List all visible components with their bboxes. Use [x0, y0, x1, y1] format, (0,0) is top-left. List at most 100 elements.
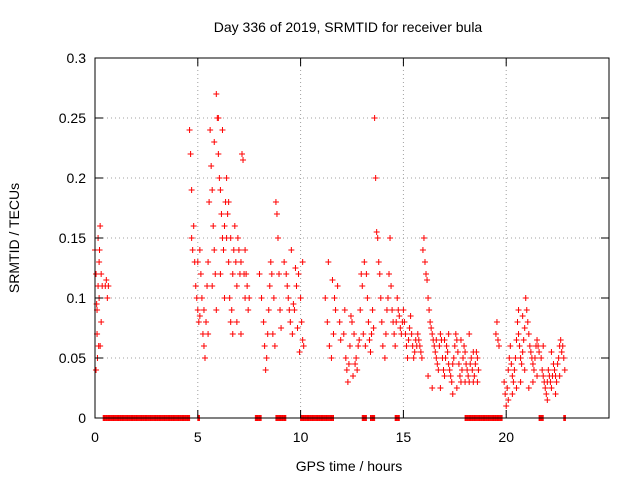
- data-point: [296, 349, 303, 355]
- data-point: [336, 319, 343, 325]
- data-point: [270, 295, 277, 301]
- data-point: [434, 361, 441, 367]
- data-point: [97, 223, 104, 229]
- data-point: [217, 271, 224, 277]
- data-point: [504, 385, 511, 391]
- data-point: [391, 331, 398, 337]
- data-point: [427, 319, 434, 325]
- data-point: [436, 343, 443, 349]
- data-point: [379, 343, 386, 349]
- data-point: [401, 319, 408, 325]
- data-point: [298, 319, 305, 325]
- data-point: [281, 259, 288, 265]
- data-point: [264, 331, 271, 337]
- data-point: [524, 319, 531, 325]
- data-point: [373, 229, 380, 235]
- data-point: [558, 349, 565, 355]
- data-point: [449, 391, 456, 397]
- data-point: [548, 385, 555, 391]
- data-point: [440, 367, 447, 373]
- data-point: [461, 343, 468, 349]
- data-point: [494, 337, 501, 343]
- y-tick-label: 0.2: [67, 170, 87, 186]
- data-point: [194, 307, 201, 313]
- data-point: [260, 319, 267, 325]
- data-point: [219, 127, 226, 133]
- data-point: [382, 331, 389, 337]
- data-point: [263, 355, 270, 361]
- data-point: [429, 385, 436, 391]
- data-point: [515, 307, 522, 313]
- data-point: [555, 355, 562, 361]
- data-point: [345, 361, 352, 367]
- data-point: [324, 319, 331, 325]
- data-point: [325, 259, 332, 265]
- data-point: [520, 337, 527, 343]
- y-tick-label: 0.25: [59, 110, 86, 126]
- data-point: [343, 367, 350, 373]
- data-point: [205, 331, 212, 337]
- data-point: [551, 367, 558, 373]
- data-point: [386, 271, 393, 277]
- data-point: [444, 349, 451, 355]
- data-point: [560, 355, 567, 361]
- data-point: [513, 337, 520, 343]
- data-point: [228, 307, 235, 313]
- data-point: [460, 355, 467, 361]
- data-point: [104, 295, 111, 301]
- data-point: [513, 385, 520, 391]
- data-point: [503, 403, 510, 409]
- data-point: [293, 283, 300, 289]
- data-point: [200, 343, 207, 349]
- data-point: [540, 343, 547, 349]
- data-point: [192, 283, 199, 289]
- data-point: [419, 247, 426, 253]
- data-point: [452, 331, 459, 337]
- data-point: [414, 331, 421, 337]
- data-point: [332, 307, 339, 313]
- data-point: [203, 319, 210, 325]
- data-point: [400, 307, 407, 313]
- data-point: [246, 295, 253, 301]
- x-tick-label: 0: [91, 429, 99, 445]
- data-point: [363, 271, 370, 277]
- data-point: [375, 259, 382, 265]
- data-point: [383, 307, 390, 313]
- data-point: [403, 343, 410, 349]
- data-point: [470, 349, 477, 355]
- data-point: [284, 283, 291, 289]
- data-point: [469, 367, 476, 373]
- data-point: [437, 331, 444, 337]
- data-point: [417, 349, 424, 355]
- data-point: [354, 367, 361, 373]
- data-point: [388, 283, 395, 289]
- data-point: [378, 319, 385, 325]
- data-point: [351, 331, 358, 337]
- data-point: [372, 175, 379, 181]
- data-point: [360, 331, 367, 337]
- data-point: [240, 157, 247, 163]
- data-point: [522, 295, 529, 301]
- data-point: [278, 325, 285, 331]
- data-point: [429, 331, 436, 337]
- data-point: [243, 271, 250, 277]
- data-point: [534, 337, 541, 343]
- data-point: [542, 385, 549, 391]
- data-point: [454, 349, 461, 355]
- data-point: [209, 283, 216, 289]
- data-point: [428, 325, 435, 331]
- data-point: [361, 259, 368, 265]
- data-point: [441, 337, 448, 343]
- data-point: [195, 319, 202, 325]
- data-point: [418, 355, 425, 361]
- data-point: [98, 271, 105, 277]
- data-point: [221, 223, 228, 229]
- data-point: [210, 223, 217, 229]
- data-point: [544, 397, 551, 403]
- data-point: [448, 379, 455, 385]
- y-tick-label: 0.15: [59, 230, 86, 246]
- data-point: [196, 247, 203, 253]
- data-point: [269, 331, 276, 337]
- data-point: [559, 343, 566, 349]
